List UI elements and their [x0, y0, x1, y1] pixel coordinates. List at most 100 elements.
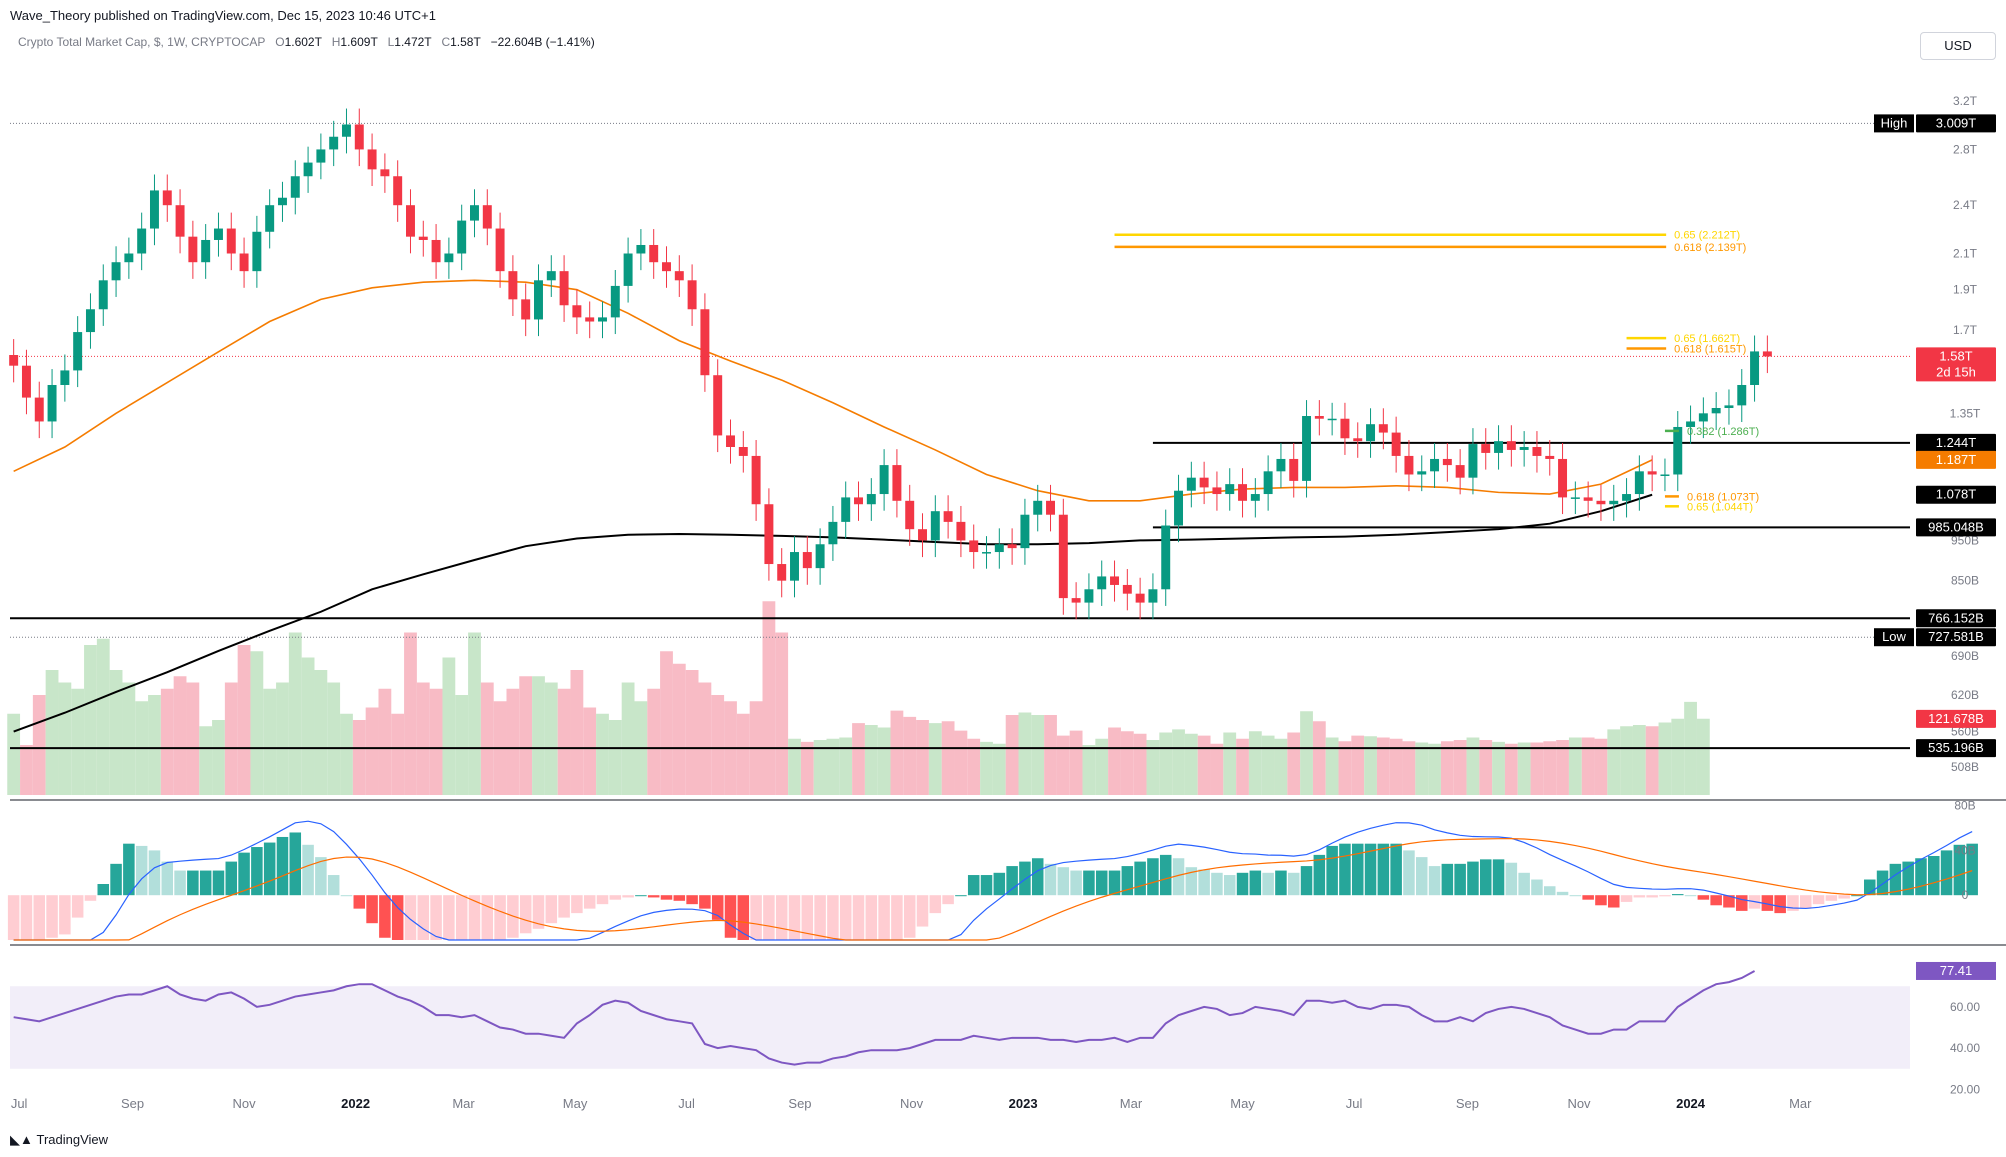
volume-bar	[1530, 742, 1544, 795]
macd-histogram-bar	[1249, 870, 1262, 896]
macd-histogram-bar	[1492, 859, 1505, 896]
volume-bar	[301, 657, 315, 795]
candle-body	[1097, 576, 1107, 590]
macd-histogram-bar	[1966, 843, 1978, 896]
macd-histogram-bar	[1607, 895, 1620, 908]
macd-histogram-bar	[545, 895, 558, 924]
macd-histogram-bar	[1582, 895, 1594, 900]
tradingview-brand[interactable]: ◣▲ TradingView	[10, 1132, 108, 1148]
volume-bar	[1223, 732, 1237, 795]
macd-histogram-bar	[1300, 866, 1313, 896]
candle-body	[1161, 525, 1171, 590]
candle-body	[1417, 471, 1427, 475]
macd-histogram-bar	[391, 895, 404, 940]
macd-histogram-bar	[1147, 858, 1159, 896]
currency-button[interactable]: USD	[1920, 32, 1996, 60]
macd-histogram-bar	[1595, 895, 1607, 906]
macd-histogram-bar	[1710, 895, 1722, 906]
volume-bar	[813, 740, 827, 795]
volume-bar	[608, 720, 622, 795]
volume-bar	[1453, 740, 1467, 795]
symbol-name: Crypto Total Market Cap, $, 1W, CRYPTOCA…	[18, 35, 266, 49]
volume-bar	[544, 682, 558, 795]
volume-bar	[532, 676, 545, 795]
candle-body	[1545, 455, 1555, 459]
volume-bar	[480, 682, 494, 795]
macd-histogram-bar	[519, 895, 532, 934]
macd-histogram-bar	[353, 895, 366, 909]
macd-histogram-bar	[750, 895, 762, 940]
candle-body	[1494, 441, 1504, 453]
macd-histogram-bar	[340, 895, 353, 897]
volume-bar	[71, 688, 85, 795]
candle-body	[700, 309, 710, 376]
price-axis-tick: 560B	[1951, 725, 1979, 739]
volume-bar	[1146, 740, 1160, 795]
macd-histogram-bar	[1236, 872, 1249, 896]
volume-bar	[1287, 732, 1301, 795]
volume-bar	[173, 676, 187, 795]
macd-histogram-bar	[1812, 895, 1825, 905]
macd-histogram-bar	[379, 895, 391, 938]
price-tag: 1.078T	[1916, 485, 1996, 504]
candle-body	[713, 375, 723, 436]
macd-histogram-bar	[635, 895, 647, 897]
volume-bar	[992, 743, 1006, 795]
candle-body	[265, 205, 275, 232]
time-axis-tick: Nov	[233, 1096, 257, 1111]
macd-histogram-bar	[97, 884, 110, 896]
price-tag-box	[1916, 450, 1996, 469]
candle-body	[1698, 413, 1708, 422]
macd-histogram-bar	[1800, 895, 1812, 909]
macd-histogram-bar	[71, 895, 84, 918]
price-tag: 727.581B Low	[1874, 628, 1996, 647]
candle-body	[636, 244, 646, 254]
volume-bar	[928, 723, 942, 795]
macd-histogram-bar	[622, 895, 634, 898]
volume-bar	[698, 682, 712, 795]
candle-body	[610, 285, 620, 318]
macd-histogram-bar	[1723, 895, 1735, 908]
volume-bar	[378, 688, 392, 795]
price-tag-value: 985.048B	[1928, 519, 1984, 534]
price-axis-tick: 620B	[1951, 688, 1979, 702]
macd-histogram-bar	[903, 895, 916, 938]
volume-bar	[1300, 711, 1313, 795]
macd-histogram-bar	[1864, 879, 1876, 896]
macd-histogram-bar	[366, 895, 378, 924]
candle-body	[1263, 471, 1273, 495]
candle-body	[918, 529, 927, 541]
price-tag-box	[1916, 739, 1996, 758]
candle-body	[969, 540, 979, 553]
volume-bar	[1159, 732, 1173, 795]
volume-bar	[1428, 743, 1441, 795]
price-tag-box	[1916, 518, 1996, 537]
price-tag-value: 121.678B	[1928, 711, 1984, 726]
macd-histogram-bar	[1326, 845, 1338, 896]
macd-histogram-bar	[929, 895, 942, 914]
candle-body	[1058, 514, 1068, 599]
macd-histogram-bar	[801, 895, 814, 940]
price-tag: 1.187T	[1916, 450, 1996, 469]
candle-body	[521, 299, 531, 320]
time-axis-tick: Sep	[1456, 1096, 1479, 1111]
candle-body	[866, 494, 876, 505]
volume-bar	[864, 725, 878, 795]
candle-body	[1199, 477, 1209, 488]
candle-body	[559, 271, 569, 306]
candle-body	[457, 220, 467, 254]
price-tag-countdown: 2d 15h	[1936, 364, 1976, 379]
price-tag: 3.009T High	[1874, 114, 1996, 133]
candle-body	[1750, 351, 1760, 385]
volume-bar	[276, 682, 289, 795]
volume-bar	[1543, 741, 1557, 795]
macd-histogram-bar	[737, 895, 750, 940]
volume-bar	[327, 682, 341, 795]
volume-bar	[1376, 737, 1390, 795]
candle-body	[1481, 444, 1491, 453]
volume-bar	[212, 720, 225, 795]
volume-bar	[314, 670, 328, 795]
price-tag-value: 1.244T	[1936, 435, 1977, 450]
macd-histogram-bar	[123, 843, 135, 896]
